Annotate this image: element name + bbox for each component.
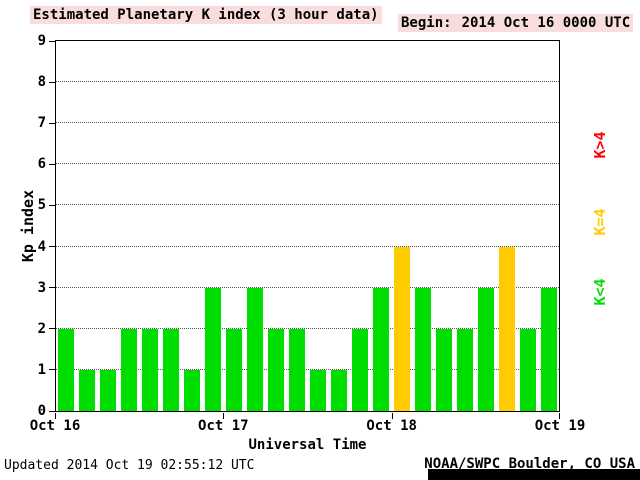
- x-tick-label: Oct 19: [534, 418, 586, 434]
- x-tick-label: Oct 16: [29, 418, 81, 434]
- kp-bar: [414, 287, 431, 411]
- page-title: Estimated Planetary K index (3 hour data…: [30, 6, 382, 24]
- kp-bar: [163, 328, 180, 411]
- y-tick-mark: [49, 163, 55, 165]
- kp-bar: [309, 369, 326, 411]
- y-tick-mark: [49, 410, 55, 412]
- kp-bar: [456, 328, 473, 411]
- x-axis-title: Universal Time: [248, 437, 367, 453]
- y-tick-label: 6: [37, 156, 46, 173]
- kp-bar: [268, 328, 285, 411]
- y-tick-mark: [49, 81, 55, 83]
- y-tick-label: 0: [37, 403, 46, 419]
- bottom-black-bar: [428, 469, 640, 480]
- plot-area: [55, 40, 560, 412]
- kp-bar: [142, 328, 159, 411]
- legend-item-k-equal-4: K=4: [591, 208, 609, 236]
- y-tick-mark: [49, 369, 55, 371]
- y-tick-label: 2: [37, 320, 46, 337]
- gridline: [56, 245, 559, 247]
- y-tick-label: 8: [37, 74, 46, 91]
- x-tick-mark: [559, 413, 560, 419]
- y-tick-mark: [49, 122, 55, 124]
- x-tick-label: Oct 18: [366, 418, 417, 434]
- source-credit: NOAA/SWPC Boulder, CO USA: [424, 456, 635, 472]
- y-tick-label: 7: [37, 115, 46, 132]
- kp-bar: [121, 328, 138, 411]
- kp-bar: [247, 287, 264, 411]
- y-tick-mark: [49, 328, 55, 330]
- y-tick-mark: [49, 204, 55, 206]
- y-tick-label: 1: [37, 361, 46, 378]
- kp-bar: [372, 287, 389, 411]
- gridline: [56, 204, 559, 206]
- gridline: [56, 286, 559, 288]
- kp-bar: [205, 287, 222, 411]
- y-tick-mark: [49, 40, 55, 42]
- y-tick-mark: [49, 287, 55, 289]
- kp-bar: [477, 287, 494, 411]
- y-tick-label: 3: [37, 279, 46, 296]
- x-tick-label: Oct 17: [198, 418, 249, 434]
- gridline: [56, 122, 559, 124]
- gridline: [56, 163, 559, 165]
- x-tick-mark: [55, 413, 56, 419]
- legend-item-k-above-4: K>4: [591, 131, 609, 159]
- kp-bar: [330, 369, 347, 411]
- legend-item-k-below-4: K<4: [591, 278, 609, 306]
- kp-bar: [540, 287, 557, 411]
- gridline: [56, 368, 559, 370]
- kp-bar: [435, 328, 452, 411]
- kp-bar: [393, 246, 410, 411]
- kp-bar: [79, 369, 96, 411]
- begin-timestamp: Begin: 2014 Oct 16 0000 UTC: [398, 14, 634, 32]
- y-tick-mark: [49, 246, 55, 248]
- begin-label: Begin:: [401, 15, 452, 31]
- kp-bar: [498, 246, 515, 411]
- kp-bar: [226, 328, 243, 411]
- y-tick-label: 9: [37, 33, 46, 49]
- kp-bar: [351, 328, 368, 411]
- kp-bar: [184, 369, 201, 411]
- kp-bar: [289, 328, 306, 411]
- gridline: [56, 327, 559, 329]
- x-tick-mark: [391, 413, 393, 419]
- kp-bar: [519, 328, 536, 411]
- begin-value: 2014 Oct 16 0000 UTC: [461, 15, 631, 31]
- x-tick-mark: [223, 413, 225, 419]
- kp-bar: [100, 369, 117, 411]
- y-tick-label: 5: [37, 197, 46, 214]
- y-axis-title: Kp index: [19, 189, 37, 263]
- y-tick-label: 4: [37, 238, 46, 255]
- updated-timestamp: Updated 2014 Oct 19 02:55:12 UTC: [4, 458, 255, 473]
- kp-bar: [58, 328, 75, 411]
- gridline: [56, 81, 559, 83]
